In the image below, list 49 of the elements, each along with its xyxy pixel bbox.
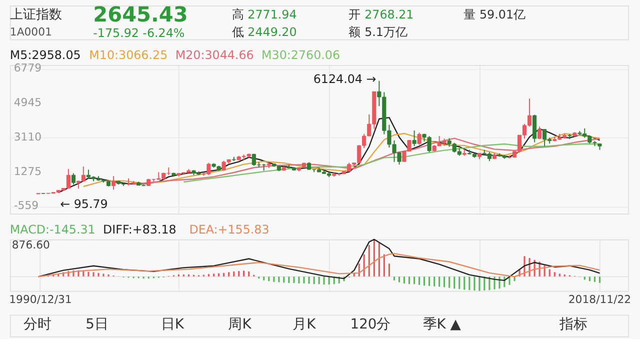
text: 2771.94 [248, 7, 297, 22]
candlestick [532, 114, 537, 143]
text: M20:3044.66 [175, 48, 254, 62]
text: 周K [228, 316, 252, 333]
text: M5:2958.05 [10, 48, 81, 62]
text: 1A0001 [10, 25, 52, 38]
text: -6.24% [142, 26, 185, 40]
text: 2645.43 [93, 2, 188, 26]
annotation: 876.60 [12, 238, 50, 252]
x-tick-label: 1990/12/31 [9, 293, 72, 306]
text: 低 [232, 25, 244, 40]
text: MACD:-145.31 [10, 222, 96, 236]
candlestick [112, 176, 116, 190]
text: M30:2760.06 [262, 48, 340, 62]
y-tick-label: 1275 [14, 164, 42, 178]
text: M10:3066.25 [89, 48, 168, 62]
candlestick [417, 132, 422, 146]
candlestick [538, 126, 542, 140]
text: 59.01亿 [480, 7, 526, 22]
line-series [132, 138, 600, 185]
y-tick-label: 3110 [14, 130, 42, 144]
text: -175.92 [93, 26, 139, 40]
text: 指标 [558, 316, 588, 333]
text: 季K ▲ [422, 316, 462, 333]
candlestick [412, 130, 416, 147]
annotation: ← 95.79 [60, 196, 108, 211]
line-series [58, 116, 600, 194]
annotation: 6124.04 → [313, 72, 376, 86]
text: 5日 [86, 316, 109, 333]
text: 开 [348, 7, 361, 22]
text: 额 [348, 25, 361, 40]
text: 2449.20 [248, 25, 297, 40]
text: 高 [232, 7, 244, 22]
text: 上证指数 [10, 7, 62, 22]
text: 5.1万亿 [364, 25, 408, 40]
text: 2768.21 [364, 7, 414, 22]
text: 月K [292, 316, 317, 333]
line-series [183, 143, 600, 183]
x-tick-label: 2018/11/22 [568, 293, 632, 306]
text: 分时 [24, 316, 52, 333]
y-tick-label: -559 [14, 199, 39, 212]
text: 量 [464, 7, 476, 22]
text: 日K [160, 316, 185, 333]
text: DEA:+155.83 [189, 222, 270, 236]
text: 120分 [350, 316, 391, 333]
candlestick [71, 172, 76, 185]
y-tick-label: 6779 [14, 62, 42, 75]
y-tick-label: 4945 [14, 96, 42, 109]
text: DIFF:+83.18 [103, 222, 176, 236]
